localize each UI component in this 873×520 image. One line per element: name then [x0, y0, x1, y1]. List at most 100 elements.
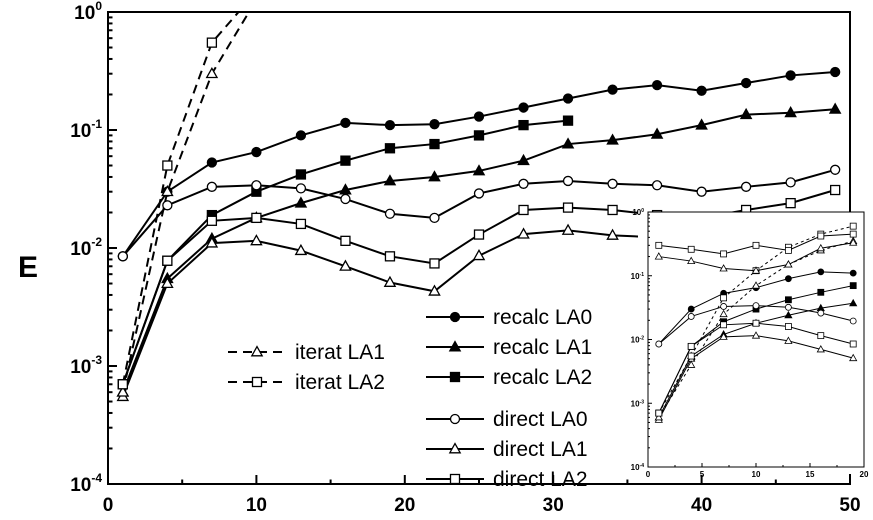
data-point — [205, 236, 219, 248]
data-point — [740, 181, 752, 192]
data-point — [472, 164, 486, 176]
legend-marker — [251, 376, 263, 388]
legend-label: recalc LA2 — [493, 366, 592, 389]
data-point — [383, 275, 397, 287]
data-point — [606, 133, 619, 145]
legend-label: iterat LA1 — [295, 341, 385, 364]
data-point — [687, 342, 695, 350]
data-point — [752, 241, 760, 249]
data-point — [562, 93, 574, 104]
main-x-axis: 0 10 20 30 40 50 — [103, 475, 861, 516]
data-point — [429, 212, 440, 224]
legend-label: recalc LA1 — [493, 336, 592, 359]
data-point — [817, 288, 825, 296]
data-point — [518, 119, 529, 131]
legend-marker — [250, 345, 264, 357]
data-point — [473, 111, 485, 122]
data-point — [340, 117, 351, 128]
data-point — [517, 153, 530, 166]
data-point — [251, 212, 262, 224]
data-point — [849, 353, 858, 362]
data-point — [429, 138, 440, 150]
data-point — [687, 313, 695, 320]
series-line — [121, 12, 250, 393]
legend-marker — [448, 340, 462, 352]
y-tick-label: 10-4 — [70, 471, 102, 496]
y-tick-label: 10-3 — [70, 353, 102, 378]
data-point — [651, 79, 663, 91]
data-point — [384, 119, 396, 131]
data-point — [828, 102, 842, 114]
data-point — [849, 317, 857, 325]
data-point — [206, 181, 218, 192]
data-point — [720, 303, 727, 310]
x-tick-label: 20 — [394, 495, 415, 516]
data-point — [784, 310, 793, 319]
data-point — [251, 146, 262, 158]
data-point — [606, 228, 619, 240]
data-point — [339, 183, 352, 195]
data-point — [784, 336, 793, 344]
data-point — [294, 243, 308, 256]
y-tick-label: 10-3 — [631, 399, 645, 408]
data-point — [472, 249, 486, 261]
data-point — [295, 218, 307, 230]
data-point — [719, 332, 728, 340]
data-point — [205, 66, 219, 79]
data-point — [339, 259, 352, 271]
legend-label: direct LA2 — [493, 468, 588, 491]
data-point — [817, 268, 825, 276]
data-point — [720, 294, 727, 302]
data-point — [161, 276, 174, 288]
legend-label: recalc LA0 — [493, 306, 592, 329]
y-tick-label: 10-1 — [631, 272, 645, 281]
data-point — [250, 234, 263, 246]
data-point — [116, 385, 130, 397]
data-point — [687, 245, 695, 253]
legend-item-recalc-la0: recalc LA0 — [426, 306, 592, 329]
data-point — [473, 130, 485, 141]
data-point — [720, 321, 727, 329]
data-point — [655, 409, 663, 417]
x-tick-label: 5 — [700, 470, 705, 479]
data-point — [849, 340, 857, 348]
x-tick-label: 10 — [752, 470, 761, 479]
inset-y-axis: 10-4 10-3 10-2 10-1 100 — [631, 208, 652, 472]
main-series-recalc-la2 — [117, 115, 574, 390]
legend-item-direct-la2: direct LA2 — [426, 468, 588, 491]
data-point — [655, 241, 663, 249]
data-point — [429, 119, 440, 130]
legend-item-iterat-la1: iterat LA1 — [228, 341, 385, 364]
data-point — [784, 260, 793, 268]
x-tick-label: 10 — [246, 495, 267, 516]
data-point — [849, 282, 857, 290]
data-point — [687, 256, 696, 265]
data-point — [752, 302, 760, 310]
x-tick-label: 20 — [860, 470, 869, 479]
data-point — [295, 183, 307, 194]
data-point — [751, 266, 761, 274]
data-point — [384, 251, 396, 262]
data-point — [849, 230, 857, 238]
data-point — [830, 184, 841, 196]
data-point — [117, 379, 128, 390]
data-point — [739, 107, 753, 120]
data-point — [720, 250, 727, 258]
data-point — [206, 215, 218, 226]
data-point — [162, 160, 173, 171]
x-tick-label: 0 — [103, 495, 114, 516]
data-point — [562, 115, 574, 126]
data-point — [607, 204, 618, 216]
legend-marker — [448, 442, 462, 454]
y-tick-label: 10-2 — [631, 336, 645, 345]
data-point — [751, 281, 761, 289]
x-tick-label: 30 — [543, 495, 564, 516]
data-point — [206, 37, 218, 48]
y-tick-label: 10-1 — [70, 117, 102, 142]
data-point — [251, 180, 262, 191]
data-point — [687, 352, 695, 360]
inset-series-direct-la0 — [655, 302, 857, 348]
data-point — [607, 178, 618, 189]
data-point — [849, 269, 857, 277]
